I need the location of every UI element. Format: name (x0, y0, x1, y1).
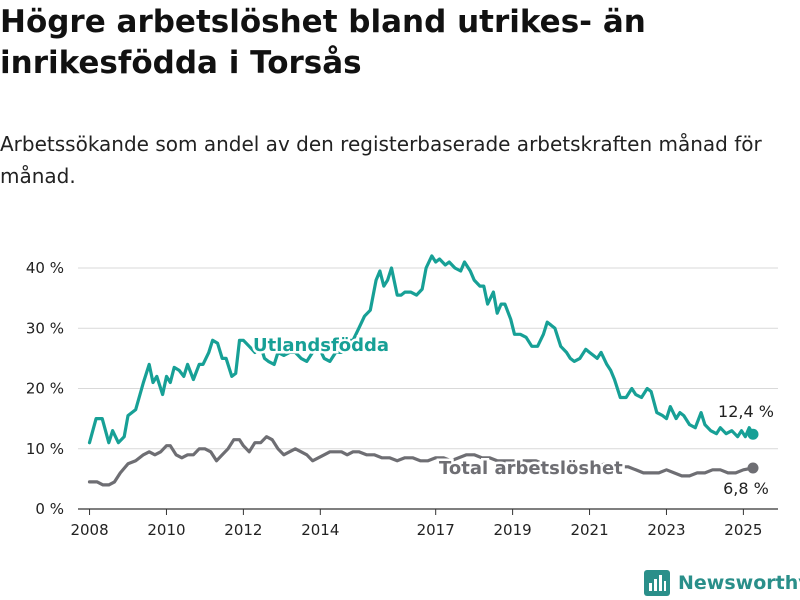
brand-name: Newsworthy (678, 572, 800, 594)
y-tick-label: 30 % (26, 319, 64, 337)
x-tick-label: 2025 (724, 521, 762, 539)
x-tick-label: 2012 (224, 521, 262, 539)
chart-title: Högre arbetslöshet bland utrikes- än inr… (0, 4, 646, 81)
x-tick-label: 2017 (417, 521, 455, 539)
series-line-total (87, 435, 755, 487)
x-tick-label: 2014 (301, 521, 339, 539)
series-label-utlandsfodda: Utlandsfödda (253, 335, 389, 356)
x-tick-label: 2023 (647, 521, 685, 539)
series-line-utlandsfodda (87, 254, 755, 445)
x-tick-label: 2010 (147, 521, 185, 539)
end-label-utlandsfodda: 12,4 % (718, 402, 774, 421)
y-tick-label: 40 % (26, 259, 64, 277)
end-label-total: 6,8 % (723, 479, 769, 498)
y-tick-label: 10 % (26, 440, 64, 458)
chart-subtitle: Arbetssökande som andel av den registerb… (0, 132, 762, 188)
end-point-total (747, 462, 759, 474)
newsworthy-logo: Newsworthy (644, 566, 800, 600)
x-tick-label: 2021 (570, 521, 608, 539)
bar-chart-logo-icon (644, 570, 670, 596)
y-tick-label: 0 % (35, 500, 64, 518)
x-tick-label: 2008 (70, 521, 108, 539)
y-tick-label: 20 % (26, 380, 64, 398)
end-point-utlandsfodda (747, 428, 759, 440)
series-label-total: Total arbetslöshet (439, 458, 623, 479)
x-tick-label: 2019 (494, 521, 532, 539)
